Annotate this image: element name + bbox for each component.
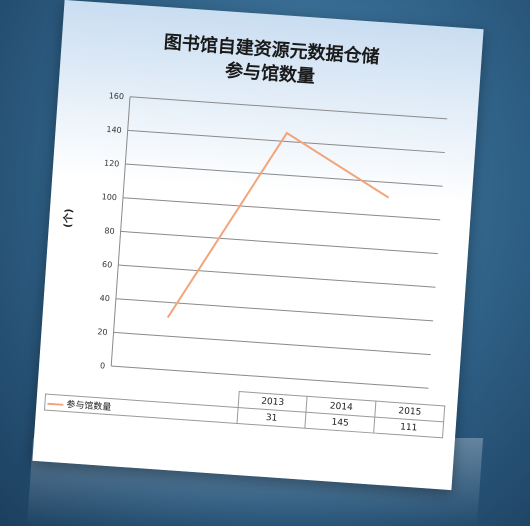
y-tick-label: 40 <box>99 294 110 304</box>
chart-plot: 0 20 40 60 80 100 120 140 160 <box>97 91 448 389</box>
y-axis <box>110 96 131 367</box>
gridline <box>122 197 441 221</box>
y-axis-label: (个) <box>62 208 76 229</box>
gridline <box>120 230 438 255</box>
y-tick-label: 60 <box>102 260 113 270</box>
gridline <box>127 129 445 154</box>
y-tick-label: 0 <box>100 361 106 370</box>
gridline <box>129 96 448 120</box>
legend-swatch <box>47 402 64 406</box>
y-tick-label: 140 <box>106 125 122 135</box>
y-tick-label: 100 <box>101 192 117 202</box>
data-value-0: 31 <box>236 407 307 429</box>
gridline <box>113 331 431 356</box>
series-line-参与馆数量 <box>166 131 390 319</box>
y-tick-label: 20 <box>97 327 108 337</box>
gridline <box>118 264 436 288</box>
data-value-1: 145 <box>305 412 376 434</box>
gridline <box>111 365 429 389</box>
gridline <box>125 163 443 187</box>
data-value-2: 111 <box>373 417 444 438</box>
y-tick-label: 160 <box>108 91 124 101</box>
y-tick-label: 120 <box>104 159 120 169</box>
y-tick-label: 80 <box>104 226 115 236</box>
chart-card: 图书馆自建资源元数据仓储 参与馆数量 (个) 0 20 40 60 80 100 120 14… <box>32 0 484 491</box>
legend-label: 参与馆数量 <box>66 400 112 414</box>
gridline <box>115 298 434 322</box>
